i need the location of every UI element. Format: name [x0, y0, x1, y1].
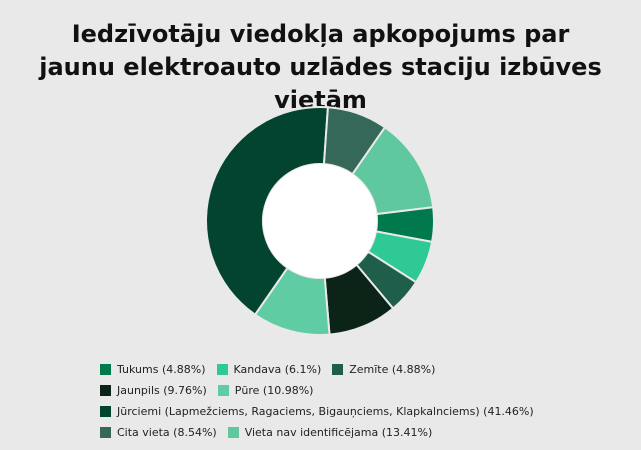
legend-label: Kandava (6.1%): [233, 363, 322, 376]
legend-swatch: [100, 406, 111, 417]
donut-hole: [263, 164, 377, 278]
legend-label: Jūrciemi (Lapmežciems, Ragaciems, Bigauņ…: [117, 405, 534, 418]
legend-item-kandava[interactable]: Kandava (6.1%): [216, 359, 322, 380]
legend-swatch: [332, 364, 344, 375]
legend-row: Tukums (4.88%) Kandava (6.1%) Zemīte (4.…: [100, 359, 620, 380]
legend-row: Cita vieta (8.54%) Vieta nav identificēj…: [100, 422, 620, 443]
legend-item-vieta-nav-identificejama[interactable]: Vieta nav identificējama (13.41%): [227, 422, 433, 443]
legend-swatch: [100, 385, 111, 396]
legend-label: Cita vieta (8.54%): [117, 426, 217, 439]
legend-row: Jaunpils (9.76%) Pūre (10.98%): [100, 380, 620, 401]
chart-title-line-1: Iedzīvotāju viedokļa apkopojums par: [71, 20, 570, 48]
legend-swatch: [227, 427, 239, 438]
legend-item-jaunpils[interactable]: Jaunpils (9.76%): [100, 380, 207, 401]
legend-row: Jūrciemi (Lapmežciems, Ragaciems, Bigauņ…: [100, 401, 620, 422]
legend-item-zemite[interactable]: Zemīte (4.88%): [332, 359, 435, 380]
donut-chart: [205, 106, 435, 336]
legend-item-tukums[interactable]: Tukums (4.88%): [100, 359, 206, 380]
legend-swatch: [100, 364, 111, 375]
legend-label: Pūre (10.98%): [234, 384, 314, 397]
legend-label: Zemīte (4.88%): [349, 363, 436, 376]
legend-label: Jaunpils (9.76%): [117, 384, 207, 397]
legend-label: Vieta nav identificējama (13.41%): [244, 426, 433, 439]
chart-title: Iedzīvotāju viedokļa apkopojums par jaun…: [0, 18, 641, 117]
legend-swatch: [217, 385, 229, 396]
legend-item-pure[interactable]: Pūre (10.98%): [217, 380, 314, 401]
legend-swatch: [100, 427, 111, 438]
legend: Tukums (4.88%) Kandava (6.1%) Zemīte (4.…: [100, 359, 620, 443]
legend-swatch: [216, 364, 228, 375]
legend-item-jurciemi[interactable]: Jūrciemi (Lapmežciems, Ragaciems, Bigauņ…: [100, 401, 534, 422]
chart-title-line-2: jaunu elektroauto uzlādes staciju izbūve…: [39, 53, 602, 114]
legend-label: Tukums (4.88%): [117, 363, 206, 376]
legend-item-cita-vieta[interactable]: Cita vieta (8.54%): [100, 422, 217, 443]
